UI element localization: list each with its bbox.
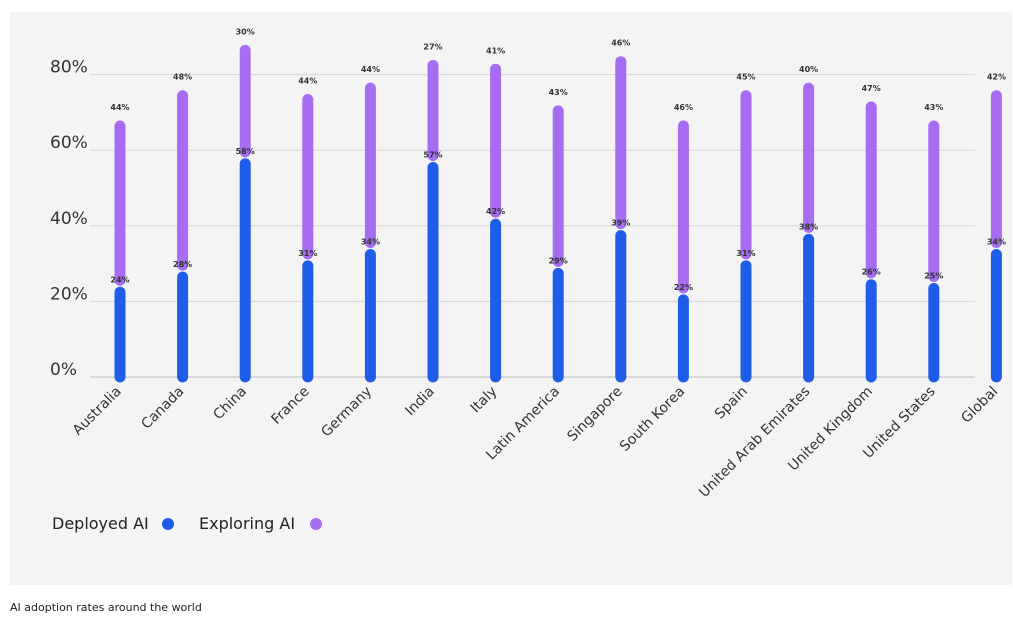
y-tick-label: 40% — [50, 209, 88, 229]
exploring-value-label: 44% — [361, 65, 380, 74]
exploring-value-label: 44% — [110, 103, 129, 112]
deployed-value-label: 34% — [361, 237, 380, 246]
deployed-value-label: 22% — [674, 283, 693, 292]
y-tick-label: 80% — [50, 58, 88, 78]
chart-caption: AI adoption rates around the world — [10, 601, 202, 614]
deployed-value-label: 26% — [862, 268, 881, 277]
exploring-value-label: 30% — [236, 27, 255, 36]
legend-exploring-swatch — [310, 518, 322, 530]
deployed-value-label: 31% — [736, 249, 755, 258]
legend-deployed-label: Deployed AI — [52, 514, 149, 533]
exploring-value-label: 40% — [799, 65, 818, 74]
deployed-value-label: 28% — [173, 260, 192, 269]
category-label: France — [268, 384, 312, 428]
legend-exploring-label: Exploring AI — [199, 514, 295, 533]
category-label: Italy — [468, 384, 501, 417]
category-label: Singapore — [564, 384, 625, 445]
deployed-value-label: 58% — [236, 147, 255, 156]
legend-deployed-swatch — [162, 518, 174, 530]
category-label: Spain — [712, 384, 751, 423]
exploring-value-label: 43% — [549, 88, 568, 97]
exploring-value-label: 46% — [674, 103, 693, 112]
deployed-value-label: 42% — [486, 207, 505, 216]
exploring-value-label: 48% — [173, 73, 192, 82]
y-tick-label: 60% — [50, 133, 88, 153]
y-tick-label: 0% — [50, 360, 77, 380]
deployed-value-label: 38% — [799, 222, 818, 231]
exploring-value-label: 45% — [736, 73, 755, 82]
exploring-value-label: 47% — [862, 84, 881, 93]
category-label: Global — [958, 384, 1001, 427]
deployed-value-label: 29% — [549, 256, 568, 265]
deployed-value-label: 57% — [423, 151, 442, 160]
exploring-value-label: 43% — [924, 103, 943, 112]
category-label: South Korea — [617, 384, 688, 455]
y-tick-label: 20% — [50, 284, 88, 304]
exploring-value-label: 44% — [298, 77, 317, 86]
category-label: India — [402, 384, 438, 420]
category-label: Australia — [70, 384, 125, 439]
category-label: Germany — [318, 384, 375, 441]
deployed-value-label: 34% — [987, 237, 1006, 246]
deployed-value-label: 39% — [611, 219, 630, 228]
category-label: China — [210, 384, 250, 424]
exploring-value-label: 27% — [423, 42, 442, 51]
deployed-value-label: 25% — [924, 272, 943, 281]
exploring-value-label: 41% — [486, 46, 505, 55]
category-label: Canada — [138, 384, 187, 433]
exploring-value-label: 42% — [987, 73, 1006, 82]
chart-panel — [10, 12, 1012, 585]
deployed-value-label: 24% — [110, 275, 129, 284]
category-label: United Arab Emirates — [696, 384, 813, 501]
exploring-value-label: 46% — [611, 39, 630, 48]
deployed-value-label: 31% — [298, 249, 317, 258]
